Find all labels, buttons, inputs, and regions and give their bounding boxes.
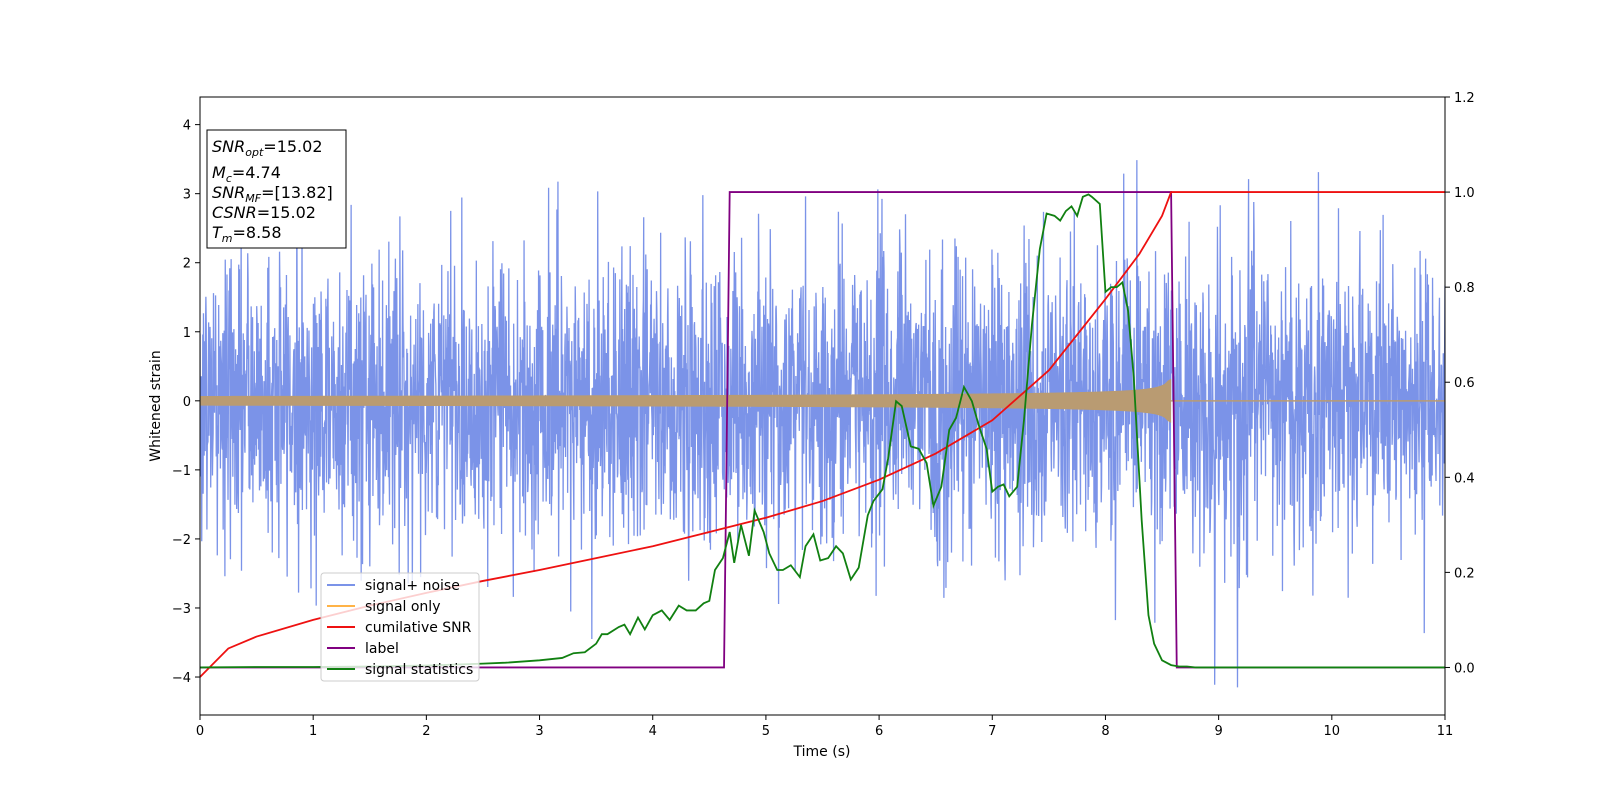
y-left-tick-label: −1 [172, 464, 191, 479]
x-tick-label: 1 [309, 724, 317, 739]
info-snr-opt: SNRopt=15.02 [212, 137, 323, 159]
series-layer [200, 160, 1445, 688]
x-tick-label: 4 [649, 724, 657, 739]
legend: signal+ noise signal only cumilative SNR… [320, 572, 480, 682]
info-tm: Tm=8.58 [212, 223, 282, 245]
x-tick-label: 8 [1101, 724, 1109, 739]
legend-frame [320, 572, 480, 682]
x-tick-label: 7 [988, 724, 996, 739]
x-tick-label: 3 [535, 724, 543, 739]
y-left-tick-label: −3 [172, 602, 191, 617]
y-right-tick-label: 0.6 [1454, 376, 1475, 391]
legend-label-label: label [365, 641, 399, 657]
y-left-tick-label: 3 [183, 188, 191, 203]
y-right-tick-label: 0.0 [1454, 661, 1475, 676]
x-tick-label: 9 [1214, 724, 1222, 739]
y-left-tick-label: 1 [183, 326, 191, 341]
plot-frame [199, 96, 1446, 716]
info-box: SNRopt=15.02 Mc=4.74 SNRMF=[13.82] CSNR=… [206, 129, 347, 249]
info-snr-mf: SNRMF=[13.82] [212, 183, 333, 205]
series-signal-statistics [200, 193, 1445, 669]
y-left-tick-label: 2 [183, 257, 191, 272]
y-right-tick-label: 0.8 [1454, 281, 1475, 296]
y-axis-label: Whitened strain [148, 350, 164, 461]
y-right-tick-label: 0.4 [1454, 471, 1475, 486]
y-right-tick-label: 1.2 [1454, 91, 1475, 106]
series-signal-noise [200, 160, 1445, 688]
legend-label-signal-statistics: signal statistics [365, 662, 473, 678]
x-tick-label: 5 [762, 724, 770, 739]
x-tick-label: 11 [1437, 724, 1454, 739]
x-tick-label: 2 [422, 724, 430, 739]
y-right-tick-label: 0.2 [1454, 566, 1475, 581]
legend-label-signal-only: signal only [365, 599, 440, 615]
y-right-tick-label: 1.0 [1454, 186, 1475, 201]
x-tick-label: 0 [196, 724, 204, 739]
info-mc: Mc=4.74 [212, 163, 281, 185]
y-left-tick-label: −2 [172, 533, 191, 548]
legend-label-signal-noise: signal+ noise [365, 578, 460, 594]
x-axis-label: Time (s) [793, 744, 851, 760]
ticks-layer: 0 1 2 3 4 5 6 7 8 9 10 1143210−1−2−3−41.21.00.80.60… [172, 91, 1475, 739]
info-box-frame [206, 129, 347, 249]
y-left-tick-label: 0 [183, 395, 191, 410]
x-tick-label: 10 [1324, 724, 1341, 739]
series-signal-only [200, 378, 1172, 423]
x-tick-label: 6 [875, 724, 883, 739]
info-csnr: CSNR=15.02 [212, 203, 316, 222]
legend-label-cumulative-snr: cumilative SNR [365, 620, 472, 636]
y-left-tick-label: −4 [172, 671, 191, 686]
y-left-tick-label: 4 [183, 119, 191, 134]
